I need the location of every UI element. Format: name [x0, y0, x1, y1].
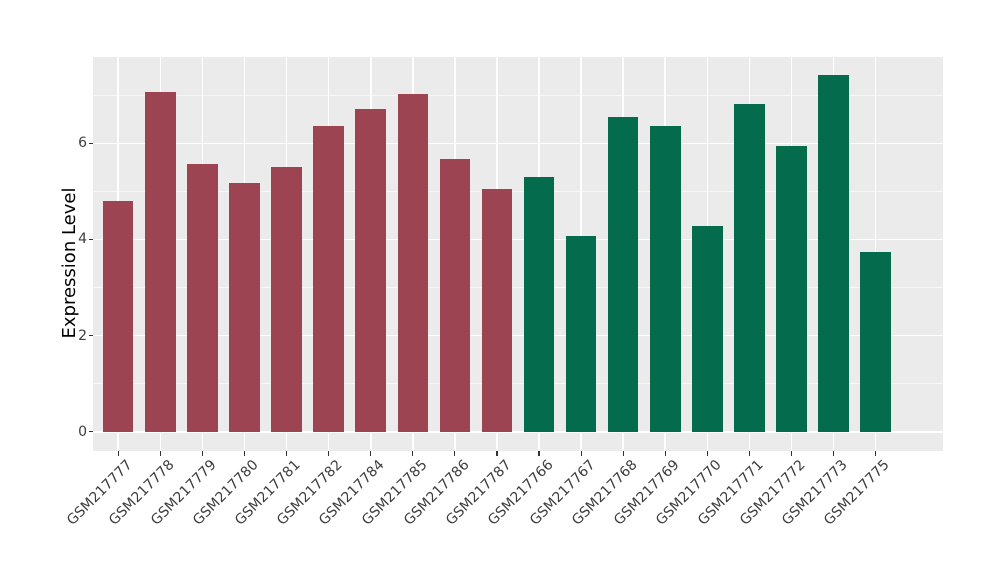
x-axis-tick-GSM217779: [201, 451, 203, 456]
y-axis-tick-2: [88, 334, 93, 337]
y-axis-title: Expression Level: [59, 187, 80, 339]
x-axis-tick-GSM217786: [454, 451, 456, 456]
bar-GSM217767: [565, 235, 597, 432]
x-axis-tick-GSM217787: [496, 451, 498, 456]
x-axis-tick-GSM217770: [706, 451, 708, 456]
bar-GSM217785: [397, 93, 429, 432]
y-tick-label-0: 0: [78, 423, 87, 440]
bar-GSM217775: [860, 252, 891, 432]
x-axis-tick-GSM217778: [159, 451, 161, 456]
major-gridline-y-0: [93, 430, 943, 433]
x-axis-tick-GSM217773: [832, 451, 835, 456]
bar-GSM217778: [145, 92, 176, 432]
bar-GSM217766: [523, 177, 555, 432]
x-axis-tick-GSM217768: [622, 451, 624, 456]
bar-GSM217784: [355, 108, 386, 432]
bar-GSM217779: [187, 163, 218, 432]
x-axis-tick-GSM217777: [117, 451, 119, 456]
bar-GSM217781: [271, 166, 302, 432]
x-axis-tick-GSM217785: [412, 451, 414, 456]
bar-GSM217770: [692, 226, 723, 432]
bar-GSM217772: [776, 145, 807, 432]
major-gridline-y-4: [93, 238, 943, 241]
y-axis-tick-0: [88, 431, 93, 433]
y-tick-label-2: 2: [78, 327, 87, 344]
x-axis-tick-GSM217781: [285, 451, 288, 456]
x-axis-tick-GSM217775: [875, 451, 877, 456]
bar-GSM217777: [102, 201, 134, 432]
bar-GSM217787: [481, 188, 513, 432]
x-axis-tick-GSM217782: [328, 451, 330, 456]
x-axis-tick-GSM217772: [790, 451, 793, 456]
bar-GSM217782: [313, 126, 344, 432]
y-tick-label-6: 6: [78, 135, 87, 152]
x-axis-tick-GSM217784: [370, 451, 372, 456]
plot-panel: [93, 57, 943, 451]
y-tick-label-4: 4: [78, 231, 87, 248]
minor-gridline-y-1: [93, 383, 943, 385]
x-axis-tick-GSM217771: [748, 451, 751, 456]
bar-GSM217768: [607, 116, 639, 432]
bar-GSM217773: [818, 75, 849, 432]
bar-GSM217780: [229, 183, 260, 432]
bar-GSM217769: [650, 125, 681, 432]
minor-gridline-y-7: [93, 94, 943, 96]
major-gridline-y-6: [93, 142, 943, 145]
minor-gridline-y-3: [93, 287, 943, 288]
major-gridline-y-2: [93, 334, 943, 337]
minor-gridline-y-5: [93, 190, 943, 192]
bar-GSM217771: [734, 103, 765, 432]
x-axis-tick-GSM217780: [243, 451, 246, 456]
y-axis-tick-4: [88, 238, 93, 240]
bar-GSM217786: [439, 159, 471, 432]
x-axis-tick-GSM217767: [580, 451, 582, 456]
x-axis-tick-GSM217769: [664, 451, 666, 456]
x-axis-tick-GSM217766: [538, 451, 540, 456]
y-axis-tick-6: [88, 142, 93, 144]
